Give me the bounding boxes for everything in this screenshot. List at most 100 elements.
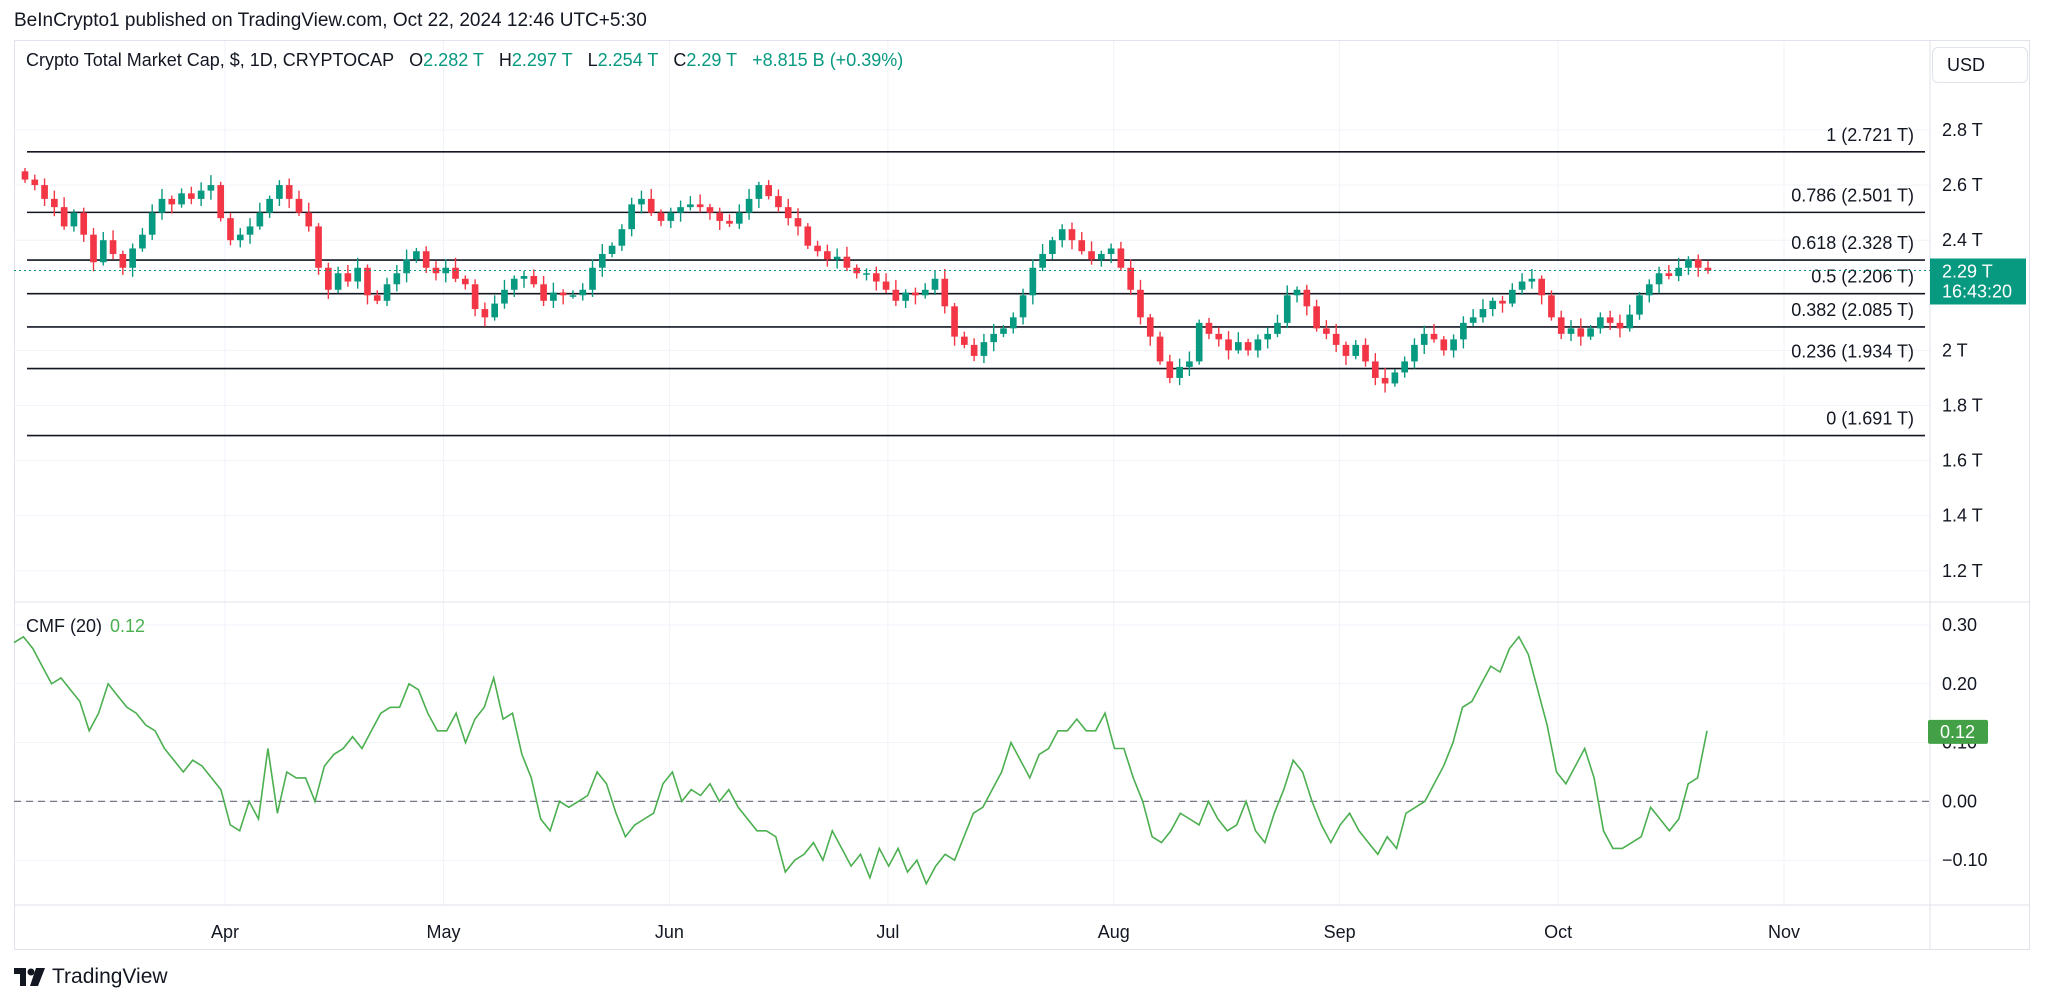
candle xyxy=(491,295,499,321)
candle-body xyxy=(344,273,352,282)
candle-body xyxy=(1694,259,1702,268)
change-value: +8.815 B (+0.39%) xyxy=(752,50,904,70)
candle-body xyxy=(706,207,714,213)
candle-body xyxy=(931,278,939,290)
candle-body xyxy=(1411,344,1418,362)
y-tick-label: 2 T xyxy=(1942,340,1968,360)
candle xyxy=(315,223,322,275)
candle-body xyxy=(1088,251,1095,260)
candle xyxy=(325,262,332,299)
candle xyxy=(60,197,68,230)
candle xyxy=(1146,314,1154,346)
candle xyxy=(197,182,205,207)
candle-body xyxy=(1205,322,1213,334)
candle xyxy=(1489,297,1497,317)
candle xyxy=(1685,256,1692,275)
candle-body xyxy=(1127,267,1135,290)
candle xyxy=(1107,243,1115,264)
candle xyxy=(1420,325,1428,354)
fib-level-label: 0.236 (1.934 T) xyxy=(1791,342,1914,362)
candle xyxy=(1655,266,1663,294)
last-price-badge xyxy=(1930,258,2026,305)
candle-body xyxy=(794,218,802,227)
candle-body xyxy=(530,276,538,285)
candle-body xyxy=(1460,322,1467,340)
y-tick-label: 2.8 T xyxy=(1942,120,1983,140)
candle-body xyxy=(1636,295,1643,315)
candle-body xyxy=(1401,361,1408,373)
candle-body xyxy=(784,207,792,219)
candle xyxy=(882,273,890,294)
candle-body xyxy=(1685,259,1692,268)
candle xyxy=(207,175,215,200)
candle-body xyxy=(1323,328,1330,334)
candle xyxy=(1137,279,1144,325)
candle-body xyxy=(1518,281,1526,290)
candle xyxy=(227,213,234,246)
candle-body xyxy=(735,212,743,224)
candle xyxy=(1704,261,1712,274)
candle-body xyxy=(1499,300,1506,304)
candle-body xyxy=(1274,322,1281,334)
candle xyxy=(413,247,420,263)
candle xyxy=(266,195,273,218)
candle-body xyxy=(266,198,273,213)
candle xyxy=(1469,309,1477,327)
candle xyxy=(961,331,968,349)
candle xyxy=(1626,304,1634,332)
candle xyxy=(1098,250,1105,267)
x-tick-label: Oct xyxy=(1544,922,1572,942)
candle-body xyxy=(285,185,293,199)
candle xyxy=(559,289,567,305)
candle-body xyxy=(863,273,870,275)
candle-body xyxy=(716,212,724,221)
candle-body xyxy=(1704,267,1712,271)
candle-body xyxy=(687,204,694,208)
x-tick-label: Nov xyxy=(1768,922,1800,942)
candle xyxy=(804,223,812,250)
candle xyxy=(872,266,880,291)
candle xyxy=(1078,231,1086,255)
candle-body xyxy=(217,185,225,219)
candle xyxy=(1528,268,1536,289)
candlestick-series xyxy=(21,168,1712,393)
candle-body xyxy=(618,229,626,246)
candle xyxy=(1391,369,1399,387)
candle-body xyxy=(1293,289,1301,296)
fib-level-label: 0 (1.691 T) xyxy=(1826,409,1914,429)
candle-body xyxy=(833,256,841,260)
fib-level-label: 0.786 (2.501 T) xyxy=(1791,185,1914,205)
candle xyxy=(696,194,704,213)
candle xyxy=(843,246,851,272)
candle-body xyxy=(236,234,244,241)
candle xyxy=(1029,259,1037,305)
symbol-legend: Crypto Total Market Cap, $, 1D, CRYPTOCA… xyxy=(26,50,903,71)
open-value: 2.282 T xyxy=(423,50,484,70)
candle-body xyxy=(1528,278,1536,282)
candle xyxy=(1274,314,1281,338)
y-tick-label: 2.4 T xyxy=(1942,230,1983,250)
x-tick-label: Sep xyxy=(1324,922,1356,942)
candle-body xyxy=(80,212,88,235)
candle-body xyxy=(1117,248,1125,268)
candle-body xyxy=(912,292,919,296)
candle-body xyxy=(1078,240,1086,252)
candle-body xyxy=(745,198,753,213)
candle xyxy=(608,242,616,258)
candle xyxy=(1117,241,1125,272)
candle xyxy=(1283,285,1291,329)
candle xyxy=(99,231,107,266)
candle xyxy=(1371,353,1379,386)
candle-body xyxy=(921,289,929,296)
tradingview-brand[interactable]: TradingView xyxy=(14,965,168,989)
currency-button[interactable]: USD xyxy=(1932,47,2028,83)
candle xyxy=(1479,299,1487,323)
high-label: H xyxy=(498,50,512,70)
candle xyxy=(1450,334,1457,358)
candle-body xyxy=(1645,284,1653,296)
candle xyxy=(530,269,538,288)
candle-body xyxy=(60,207,68,227)
candle-body xyxy=(1186,361,1193,367)
candle-body xyxy=(1675,267,1682,277)
